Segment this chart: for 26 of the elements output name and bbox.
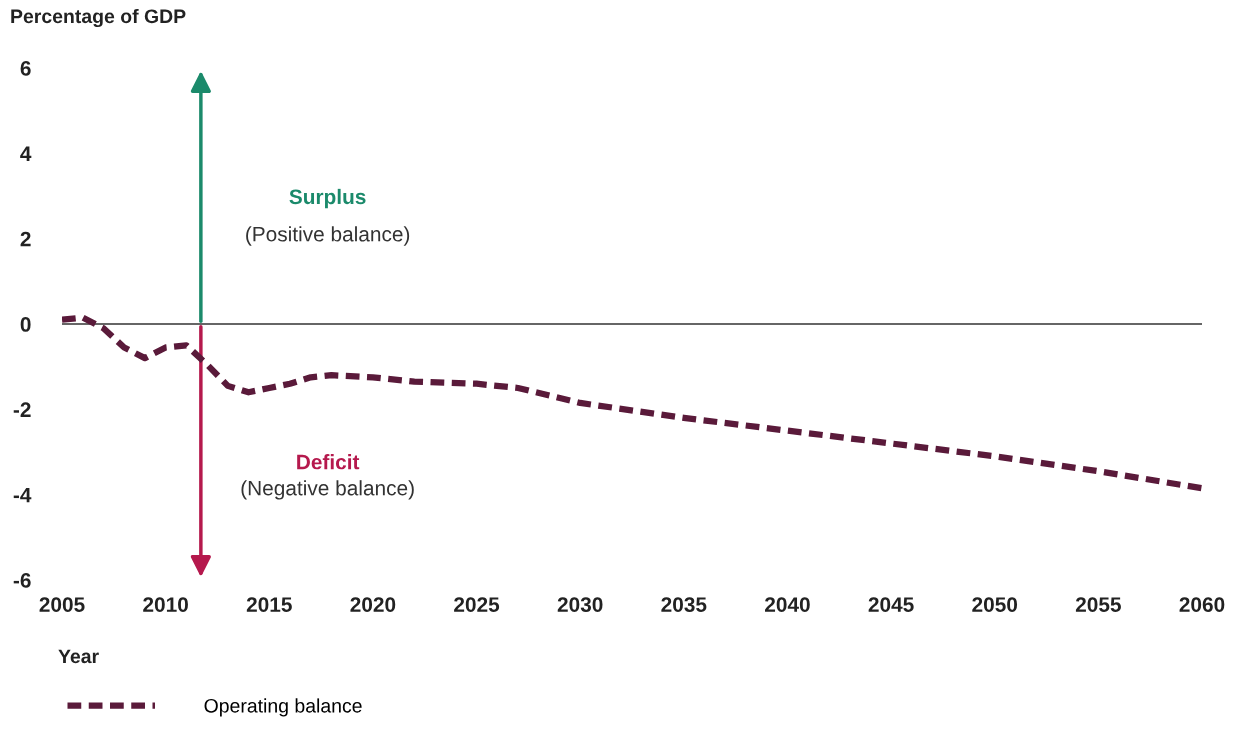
x-tick-label: 2060 <box>1179 597 1225 612</box>
text: Operating balance <box>204 698 362 717</box>
x-tick-label: 2055 <box>1075 597 1121 612</box>
x-tick-label: 2040 <box>765 597 810 612</box>
x-axis-title: Year <box>58 649 99 664</box>
x-tick-label: 2010 <box>143 597 188 612</box>
y-tick-label: -6 <box>13 573 31 588</box>
x-tick-label: 2005 <box>39 597 85 612</box>
y-tick-label: 6 <box>20 61 31 76</box>
annotation: Deficit <box>297 454 360 470</box>
y-axis-title: Percentage of GDP <box>11 8 186 28</box>
x-tick-label: 2035 <box>661 597 707 612</box>
y-tick-label: -2 <box>13 402 31 417</box>
x-tick-label: 2045 <box>868 597 914 612</box>
annotation: (Negative balance) <box>241 480 414 500</box>
annotation: Surplus <box>289 188 366 209</box>
x-tick-label: 2050 <box>972 597 1018 612</box>
x-tick-label: 2030 <box>557 597 603 612</box>
y-tick-label: 0 <box>20 317 31 332</box>
x-tick-label: 2020 <box>350 597 396 612</box>
y-tick-label: 2 <box>20 231 31 247</box>
x-tick-label: 2015 <box>246 597 292 612</box>
x-tick-label: 2025 <box>454 597 500 612</box>
y-tick-label: -4 <box>13 487 32 503</box>
y-tick-label: 4 <box>20 146 32 161</box>
annotation: (Positive balance) <box>246 226 410 246</box>
